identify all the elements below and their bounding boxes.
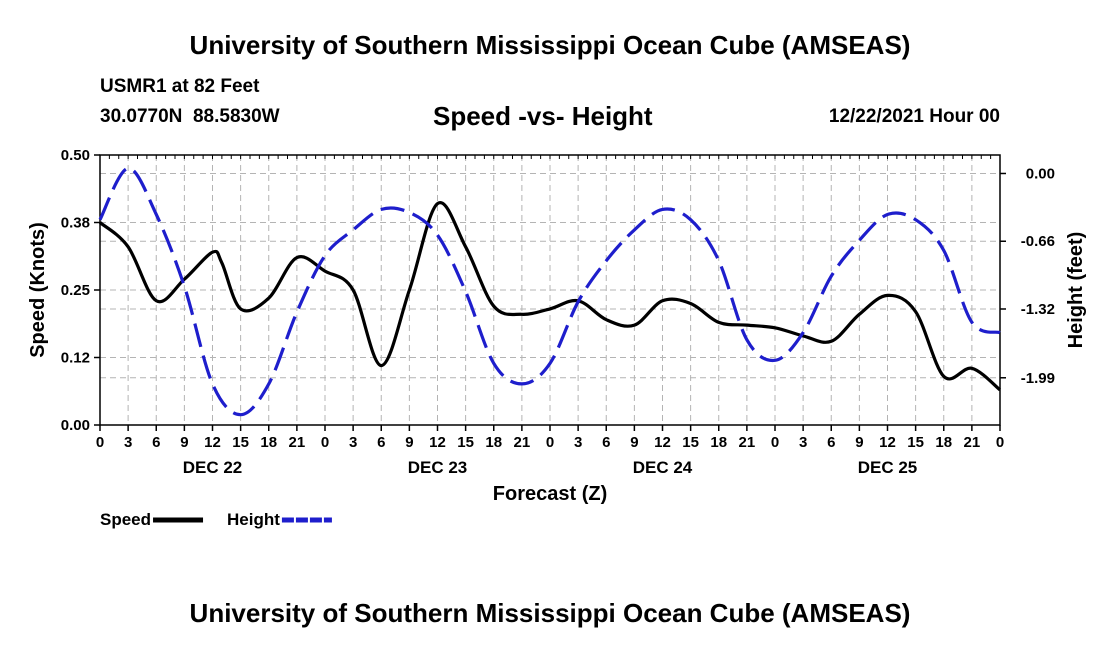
x-tick-label: 15 bbox=[907, 434, 924, 451]
x-tick-label: 3 bbox=[574, 434, 582, 451]
y2-tick-label: -0.66 bbox=[1021, 233, 1055, 250]
x-tick-label: 0 bbox=[321, 434, 329, 451]
x-tick-label: 21 bbox=[964, 434, 981, 451]
x-tick-label: 0 bbox=[546, 434, 554, 451]
grid-lines bbox=[99, 154, 1001, 426]
x-tick-label: 15 bbox=[682, 434, 699, 451]
x-tick-label: 6 bbox=[377, 434, 385, 451]
y2-tick-label: 0.00 bbox=[1026, 165, 1055, 182]
y-tick-label: 0.38 bbox=[61, 215, 90, 232]
y-axis-label: Speed (Knots) bbox=[27, 222, 49, 358]
y2-tick-label: -1.32 bbox=[1021, 301, 1055, 318]
x-tick-label: 9 bbox=[405, 434, 413, 451]
y-tick-label: 0.50 bbox=[61, 147, 90, 164]
x-tick-label: 3 bbox=[124, 434, 132, 451]
chart-main-title: University of Southern Mississippi Ocean… bbox=[189, 30, 911, 60]
y-tick-label: 0.12 bbox=[61, 350, 90, 367]
y2-axis-ticks: 0.00 -0.66 -1.32 -1.99 bbox=[1000, 165, 1055, 387]
day-labels: DEC 22 DEC 23 DEC 24 DEC 25 bbox=[183, 458, 918, 477]
y-tick-label: 0.00 bbox=[61, 417, 90, 434]
x-tick-label: 18 bbox=[935, 434, 952, 451]
x-tick-label: 12 bbox=[429, 434, 446, 451]
x-tick-label: 21 bbox=[514, 434, 531, 451]
x-axis-label: Forecast (Z) bbox=[493, 483, 607, 505]
x-tick-label: 3 bbox=[799, 434, 807, 451]
x-tick-label: 0 bbox=[771, 434, 779, 451]
x-tick-label: 18 bbox=[485, 434, 502, 451]
series-line-height bbox=[98, 166, 1001, 417]
x-tick-label: 15 bbox=[457, 434, 474, 451]
x-tick-label: 0 bbox=[996, 434, 1004, 451]
x-tick-label: 12 bbox=[879, 434, 896, 451]
day-label: DEC 23 bbox=[408, 458, 468, 477]
y2-tick-label: -1.99 bbox=[1021, 370, 1055, 387]
x-tick-label: 12 bbox=[654, 434, 671, 451]
forecast-datetime: 12/22/2021 Hour 00 bbox=[828, 106, 1000, 127]
legend: Speed Height bbox=[100, 510, 332, 529]
coordinates-label: 30.0770N 88.5830W bbox=[100, 106, 280, 127]
x-tick-label: 12 bbox=[204, 434, 221, 451]
top-axis-ticks bbox=[99, 155, 1001, 159]
x-tick-label: 3 bbox=[349, 434, 357, 451]
footer-title: University of Southern Mississippi Ocean… bbox=[189, 598, 911, 628]
x-tick-label: 6 bbox=[602, 434, 610, 451]
station-label: USMR1 at 82 Feet bbox=[100, 76, 260, 97]
x-tick-label: 6 bbox=[827, 434, 835, 451]
y2-axis-label: Height (feet) bbox=[1065, 232, 1087, 349]
x-tick-label: 0 bbox=[96, 434, 104, 451]
x-tick-label: 21 bbox=[739, 434, 756, 451]
x-tick-label: 9 bbox=[630, 434, 638, 451]
legend-label-speed: Speed bbox=[100, 510, 151, 529]
x-tick-label: 18 bbox=[710, 434, 727, 451]
chart-subtitle: Speed -vs- Height bbox=[433, 101, 653, 131]
x-tick-label: 15 bbox=[232, 434, 249, 451]
series-line-speed bbox=[98, 201, 1002, 392]
series-lines bbox=[98, 166, 1002, 417]
y-axis-ticks: 0.00 0.12 0.25 0.38 0.50 bbox=[61, 147, 100, 434]
x-axis-ticks: 0 3 6 9 12 15 18 21 0 3 6 9 12 15 18 21 0 3 6 9 12 15 18 21 0 3 6 9… bbox=[96, 425, 1004, 451]
x-tick-label: 9 bbox=[180, 434, 188, 451]
x-tick-label: 18 bbox=[260, 434, 277, 451]
x-tick-label: 21 bbox=[289, 434, 306, 451]
day-label: DEC 24 bbox=[633, 458, 693, 477]
x-tick-label: 9 bbox=[855, 434, 863, 451]
y-tick-label: 0.25 bbox=[61, 282, 90, 299]
day-label: DEC 25 bbox=[858, 458, 918, 477]
x-tick-label: 6 bbox=[152, 434, 160, 451]
day-label: DEC 22 bbox=[183, 458, 243, 477]
legend-label-height: Height bbox=[227, 510, 280, 529]
